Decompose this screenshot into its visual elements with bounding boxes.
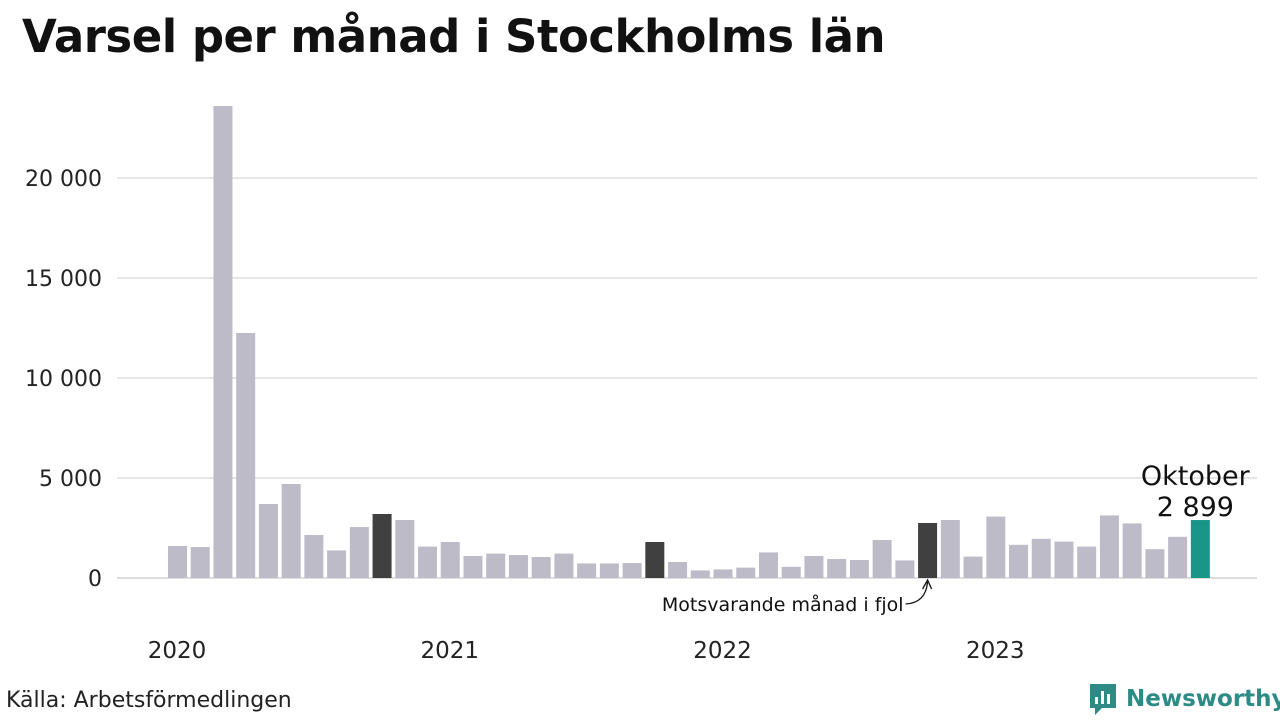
annotation-last-year: Motsvarande månad i fjol <box>662 593 904 616</box>
bar <box>804 556 824 578</box>
bar <box>1145 549 1165 578</box>
bar-latest <box>1190 520 1210 578</box>
bar <box>1009 544 1029 578</box>
bar <box>236 333 256 578</box>
bar <box>1122 523 1142 578</box>
y-axis-tick-labels: 0 5 000 10 000 15 000 20 000 <box>25 167 102 592</box>
bar <box>622 563 642 578</box>
bar <box>577 563 597 578</box>
bar-same-month-last-year <box>372 514 392 578</box>
bar <box>395 520 415 578</box>
bar <box>168 546 187 578</box>
y-tick-label: 15 000 <box>25 267 102 292</box>
annotation-latest-value: 2 899 <box>1157 492 1234 523</box>
annotation-arrow-head <box>922 578 933 590</box>
bar-same-month-last-year <box>645 542 665 578</box>
chart-title: Varsel per månad i Stockholms län <box>22 10 886 63</box>
bar <box>418 546 438 578</box>
bar <box>940 520 960 578</box>
bar <box>713 569 733 578</box>
bar <box>827 559 847 578</box>
bar <box>327 550 347 578</box>
y-tick-label: 5 000 <box>39 467 102 492</box>
bar <box>986 516 1006 578</box>
y-tick-label: 10 000 <box>25 367 102 392</box>
bar <box>690 570 710 578</box>
annotation-arrow-line <box>905 581 929 605</box>
bar <box>849 560 869 578</box>
bar <box>1077 546 1097 578</box>
bar <box>304 535 324 578</box>
bar <box>1168 536 1188 578</box>
bar <box>758 552 778 578</box>
y-tick-label: 20 000 <box>25 167 102 192</box>
brand-logo: Newsworthy <box>1088 682 1280 716</box>
bar <box>258 504 278 578</box>
bar <box>349 527 369 578</box>
bar-same-month-last-year <box>918 523 938 578</box>
bar <box>1099 515 1119 578</box>
bar <box>508 555 528 578</box>
brand-name: Newsworthy <box>1126 686 1280 712</box>
bar <box>213 106 233 578</box>
x-year-label: 2023 <box>966 638 1025 664</box>
bar <box>1054 541 1074 578</box>
x-axis-year-labels: 2020 2021 2022 2023 <box>148 638 1025 664</box>
bar <box>872 540 892 578</box>
bar <box>440 542 460 578</box>
bar <box>554 553 574 578</box>
bar <box>1031 538 1051 578</box>
bar <box>281 484 301 578</box>
bar <box>668 562 688 578</box>
chart-bubble-icon <box>1090 684 1116 715</box>
x-year-label: 2020 <box>148 638 207 664</box>
source-note: Källa: Arbetsförmedlingen <box>6 688 292 713</box>
y-tick-label: 0 <box>88 567 102 592</box>
bar <box>486 553 506 578</box>
bar <box>463 556 483 578</box>
annotation-latest-month: Oktober <box>1141 461 1251 492</box>
x-year-label: 2021 <box>420 638 479 664</box>
x-year-label: 2022 <box>693 638 752 664</box>
bar <box>190 547 210 578</box>
bar <box>963 556 983 578</box>
bar <box>895 560 915 578</box>
bar <box>736 567 756 578</box>
bar <box>531 557 551 578</box>
bar <box>781 566 801 578</box>
bars <box>168 106 1210 578</box>
bar <box>599 563 619 578</box>
